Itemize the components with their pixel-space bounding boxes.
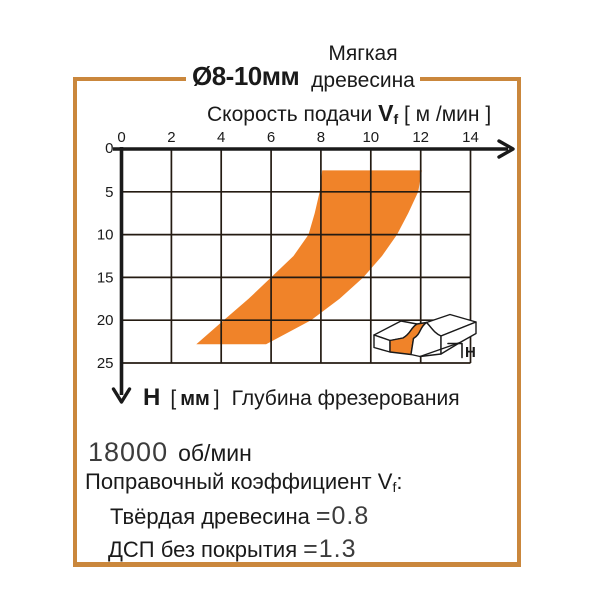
chipboard-value: =1.3 bbox=[303, 535, 357, 563]
rpm-value: 18000 bbox=[88, 437, 169, 467]
material-line-1: Мягкая bbox=[328, 42, 398, 65]
x-tick-label: 4 bbox=[217, 129, 225, 146]
groove-depth-icon: H bbox=[373, 313, 477, 360]
recommended-range-band bbox=[196, 170, 422, 345]
x-tick-label: 12 bbox=[412, 129, 429, 146]
coefficient-row-hardwood: Твёрдая древесина =0.8 bbox=[110, 502, 369, 531]
depth-units: мм bbox=[180, 388, 210, 410]
x-tick-label: 6 bbox=[267, 129, 275, 146]
coefficient-colon: : bbox=[396, 469, 403, 494]
x-tick-label: 8 bbox=[317, 129, 325, 146]
coefficient-text: Поправочный коэффициент bbox=[85, 469, 372, 494]
chipboard-label: ДСП без покрытия bbox=[108, 537, 298, 562]
depth-symbol: H bbox=[143, 384, 161, 411]
coefficient-symbol-sub: f bbox=[392, 479, 397, 495]
y-tick-label: 0 bbox=[105, 140, 113, 157]
y-tick-label: 20 bbox=[97, 312, 114, 329]
rpm-units: об/мин bbox=[178, 440, 252, 466]
y-tick-label: 10 bbox=[97, 227, 114, 244]
diameter-label: Ø8-10мм bbox=[192, 61, 300, 91]
hardwood-label: Твёрдая древесина bbox=[110, 504, 310, 529]
chart-axes bbox=[111, 139, 515, 404]
coefficient-symbol: V bbox=[377, 469, 393, 494]
feed-depth-chart: 0 2 4 6 8 10 12 14 0 5 10 15 20 25 bbox=[97, 129, 515, 404]
x-tick-label: 14 bbox=[462, 129, 479, 146]
x-tick-label: 10 bbox=[362, 129, 379, 146]
coefficient-title: Поправочный коэффициент Vf: bbox=[85, 469, 402, 495]
coefficient-row-chipboard: ДСП без покрытия =1.3 bbox=[108, 535, 356, 564]
recommended-range-band-layer bbox=[196, 170, 422, 345]
feed-symbol: V bbox=[378, 100, 394, 126]
feed-axis-title: Скорость подачи Vf [ м /мин ] bbox=[207, 100, 491, 127]
depth-bracket-open: [ bbox=[170, 387, 177, 410]
feed-symbol-sub: f bbox=[393, 111, 399, 127]
y-tick-label: 5 bbox=[105, 184, 113, 201]
chart-tick-labels: 0 2 4 6 8 10 12 14 0 5 10 15 20 25 bbox=[97, 129, 479, 372]
depth-text: Глубина фрезерования bbox=[231, 387, 460, 410]
icon-depth-letter: H bbox=[465, 344, 476, 360]
x-axis-arrow-icon bbox=[497, 139, 515, 159]
y-axis-arrow-icon bbox=[111, 387, 132, 404]
material-line-2: древесина bbox=[311, 69, 415, 92]
depth-axis-label: H [мм] Глубина фрезерования bbox=[143, 384, 460, 412]
icon-depth-bracket bbox=[447, 342, 463, 359]
feed-axis-text: Скорость подачи bbox=[207, 103, 373, 126]
feed-units: [ м /мин ] bbox=[403, 103, 492, 126]
icon-diagonal-edge bbox=[419, 341, 461, 358]
chart-grid bbox=[121, 149, 472, 364]
y-tick-label: 15 bbox=[97, 269, 114, 286]
hardwood-value: =0.8 bbox=[315, 502, 370, 530]
x-tick-label: 2 bbox=[167, 129, 175, 146]
rpm-line: 18000 об/мин bbox=[88, 437, 252, 468]
x-tick-label: 0 bbox=[117, 129, 125, 146]
material-label: Мягкая древесина bbox=[297, 40, 429, 94]
y-tick-label: 25 bbox=[97, 355, 114, 372]
frame-title-gap bbox=[186, 74, 420, 84]
depth-bracket-close: ] bbox=[213, 387, 220, 410]
